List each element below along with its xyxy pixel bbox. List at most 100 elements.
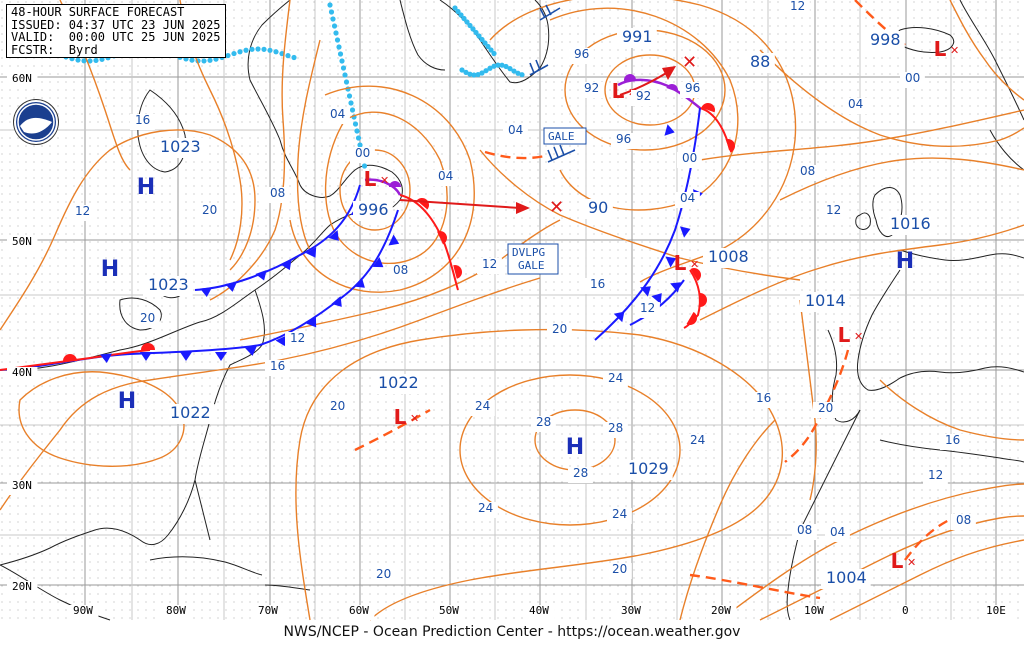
ice-dot [483, 68, 489, 74]
isobar-value: 12 [75, 204, 90, 218]
low-pressure-center: L [612, 79, 625, 103]
ice-dot [464, 19, 470, 25]
ice-dot [507, 66, 513, 72]
fronts: ✕ ✕ [0, 0, 961, 600]
ice-dot [482, 40, 488, 46]
ice-dot [487, 65, 493, 71]
lat-label: 50N [12, 235, 32, 248]
isobar-value: 20 [376, 567, 391, 581]
isobar-1016-s [679, 419, 776, 621]
cold-front-triangle [665, 256, 677, 268]
isobar-1004-n [296, 39, 321, 251]
isobar-value-bg [813, 402, 838, 418]
isobar-value: 20 [140, 311, 155, 325]
low-x-mark: ✕ [380, 174, 389, 187]
lon-label-bg [616, 605, 647, 620]
isobar-value-bg [579, 82, 604, 98]
lat-label-bg [7, 73, 38, 88]
isobar-1020-nw [0, 129, 256, 331]
isobar-value: 24 [690, 433, 705, 447]
developing-gale-line1: DVLPG [512, 246, 545, 259]
ice-dot [354, 128, 360, 134]
high-pressure-center: H [137, 175, 155, 200]
cold-front-triangle [140, 352, 152, 361]
isobar-value-bg [631, 90, 656, 106]
isobar-value-bg [607, 508, 632, 524]
cold-front-triangle [280, 259, 292, 271]
pressure-label-bg [745, 53, 775, 73]
isobar-value: 16 [756, 391, 771, 405]
ice-dot [330, 16, 336, 22]
isobar-value-bg [477, 258, 502, 274]
isobar-value: 08 [956, 513, 971, 527]
low-pressure-value: 998 [870, 30, 901, 49]
ice-dot [207, 57, 213, 63]
ice-dot [455, 8, 461, 15]
ice-dot [328, 9, 335, 15]
isobar-value-bg [388, 264, 413, 280]
isobar-value-bg [843, 98, 868, 114]
lon-label-bg [981, 605, 1012, 620]
ice-dot [334, 37, 341, 43]
track-arrowhead-2 [662, 66, 676, 80]
isobar-value: 04 [330, 107, 345, 121]
ice-dot [352, 121, 359, 127]
isobar-value: 24 [612, 507, 627, 521]
lon-label: 40W [529, 604, 549, 617]
warm-front-semicircle [725, 139, 735, 153]
isobar-value-bg [785, 0, 810, 16]
cold-front-triangle [640, 286, 651, 297]
isobar-1008-n [209, 0, 291, 301]
low-pressure-center: L [364, 167, 377, 191]
lon-label-bg [434, 605, 465, 620]
lat-label: 60N [12, 72, 32, 85]
trough-3 [854, 0, 906, 46]
lon-label: 90W [73, 604, 93, 617]
trough-1 [354, 408, 431, 452]
isobar-1020 [295, 328, 783, 621]
isobar-value-bg [603, 422, 628, 438]
isobar-value: 12 [482, 257, 497, 271]
cold-front-triangle [200, 287, 212, 297]
low-pressure-value-bg [865, 31, 905, 51]
low-pressure-value-bg [617, 28, 657, 48]
ice-dot [511, 68, 517, 74]
cold-front-triangle [180, 352, 192, 361]
high-pressure-value-bg [885, 215, 935, 235]
occluded-front-mark [666, 84, 678, 93]
cold-front-triangle [372, 257, 384, 268]
isobar-1000 [339, 149, 411, 231]
future-position-x-1: ✕ [549, 197, 564, 218]
ice-dot [342, 72, 348, 78]
isobar-value: 20 [818, 401, 833, 415]
track-arrow-2 [619, 71, 669, 96]
isobar-1000-iceland [549, 7, 739, 211]
forecast-header: 48-HOUR SURFACE FORECAST ISSUED: 04:37 U… [6, 4, 226, 58]
isobar-value-bg [607, 563, 632, 579]
ice-dot [499, 62, 505, 68]
isobar-value-bg [685, 434, 710, 450]
gale-warning-label: GALE [548, 130, 575, 143]
isobar-value-bg [635, 302, 660, 318]
isobar-value: 20 [330, 399, 345, 413]
warm-front-semicircle [686, 311, 697, 325]
low-pressure-value: 1004 [826, 568, 867, 587]
isobar-1008-low [289, 85, 475, 293]
high-pressure-center: H [896, 249, 914, 274]
ice-dot [463, 69, 469, 75]
isobar-1016-a [0, 277, 541, 511]
isobar-value-bg [371, 568, 396, 584]
isobar-value: 28 [608, 421, 623, 435]
ice-dot [467, 71, 473, 77]
high-pressure-value: 1016 [890, 214, 931, 233]
cold-front-triangle [305, 247, 317, 258]
ice-dot [327, 2, 333, 8]
isobar-value-bg [265, 360, 290, 376]
lat-label-bg [7, 367, 38, 382]
low-x-mark: ✕ [690, 258, 699, 271]
isobar-value: 96 [685, 81, 700, 95]
lat-label: 30N [12, 479, 32, 492]
ice-dot [340, 65, 347, 71]
cold-front-3 [594, 107, 701, 341]
warm-front-2 [399, 194, 459, 291]
